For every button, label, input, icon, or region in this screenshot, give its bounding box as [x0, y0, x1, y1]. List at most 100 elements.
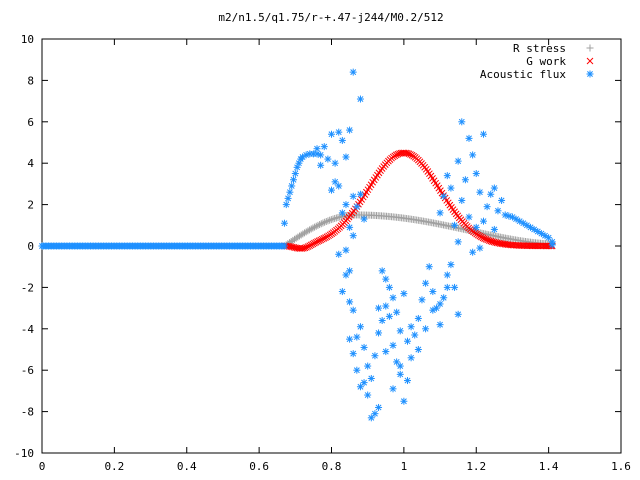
acoustic-flux-point [352, 366, 361, 375]
acoustic-flux-point [389, 384, 398, 393]
acoustic-flux-point [493, 206, 502, 215]
acoustic-flux-point [331, 159, 340, 168]
acoustic-flux-point [381, 302, 390, 311]
acoustic-flux-point [483, 202, 492, 211]
acoustic-flux-point [479, 217, 488, 226]
acoustic-flux-point [417, 295, 426, 304]
acoustic-flux-point [374, 403, 383, 412]
x-tick-label: 1.6 [611, 460, 631, 473]
acoustic-flux-point [399, 397, 408, 406]
acoustic-flux-point [472, 169, 481, 178]
acoustic-flux-point [396, 362, 405, 371]
acoustic-flux-point [414, 345, 423, 354]
acoustic-flux-point [349, 306, 358, 315]
acoustic-flux-point [392, 308, 401, 317]
acoustic-flux-point [490, 184, 499, 193]
y-tick-label: 10 [21, 33, 34, 46]
acoustic-flux-point [280, 219, 289, 228]
acoustic-flux-point [374, 304, 383, 313]
acoustic-flux-point [334, 181, 343, 190]
acoustic-flux-point [341, 152, 350, 161]
y-tick-label: -2 [21, 281, 34, 294]
acoustic-flux-point [548, 240, 557, 249]
chart-title: m2/n1.5/q1.75/r-+.47-j244/M0.2/512 [218, 11, 443, 24]
acoustic-flux-point [287, 181, 296, 190]
acoustic-flux-point [381, 347, 390, 356]
acoustic-flux-point [356, 190, 365, 199]
acoustic-flux-point [389, 341, 398, 350]
acoustic-flux-point [475, 188, 484, 197]
acoustic-flux-point [349, 192, 358, 201]
acoustic-flux-point [468, 150, 477, 159]
acoustic-flux-point [479, 130, 488, 139]
acoustic-flux-point [443, 270, 452, 279]
acoustic-flux-point [421, 279, 430, 288]
acoustic-flux-point [490, 225, 499, 234]
acoustic-flux-point [327, 130, 336, 139]
acoustic-flux-point [443, 283, 452, 292]
acoustic-flux-point [363, 391, 372, 400]
acoustic-flux-point [450, 283, 459, 292]
acoustic-flux-point [436, 320, 445, 329]
acoustic-flux-point [378, 316, 387, 325]
acoustic-flux-point [385, 312, 394, 321]
acoustic-flux-point [345, 297, 354, 306]
x-tick-label: 1.2 [466, 460, 486, 473]
y-tick-label: -8 [21, 406, 34, 419]
acoustic-flux-point [280, 242, 289, 250]
acoustic-flux-point [454, 237, 463, 246]
acoustic-flux-point [374, 328, 383, 337]
acoustic-flux-point [349, 68, 358, 77]
acoustic-flux-point [428, 287, 437, 296]
acoustic-flux-point [414, 314, 423, 323]
y-tick-label: -4 [21, 323, 35, 336]
acoustic-flux-point [334, 250, 343, 259]
y-tick-label: -10 [14, 447, 34, 460]
acoustic-flux-point [457, 117, 466, 126]
legend-marker [586, 57, 594, 65]
acoustic-flux-point [439, 192, 448, 201]
axis-tick-labels: 0 0.2 0.4 0.6 0.8 1 1.2 1.4 1.6 -10 -8 -6 -4 -2 0 2 4 6 8 1… [14, 33, 631, 473]
acoustic-flux-point [316, 161, 325, 170]
acoustic-flux-point [360, 215, 369, 224]
acoustic-flux-point [439, 293, 448, 302]
x-tick-label: 0.4 [177, 460, 197, 473]
y-tick-label: 2 [27, 199, 34, 212]
acoustic-flux-point [461, 175, 470, 184]
acoustic-flux-point [385, 283, 394, 292]
axis-ticks [41, 38, 622, 454]
legend-marker [586, 44, 594, 52]
acoustic-flux-point [334, 128, 343, 137]
acoustic-flux-point [403, 376, 412, 385]
acoustic-flux-point [345, 223, 354, 232]
x-tick-label: 1 [401, 460, 408, 473]
acoustic-flux-point [352, 333, 361, 342]
acoustic-flux-point [316, 150, 325, 159]
x-tick-label: 1.4 [539, 460, 559, 473]
acoustic-flux-point [338, 136, 347, 145]
acoustic-flux-point [421, 324, 430, 333]
acoustic-flux-point [338, 287, 347, 296]
acoustic-flux-point [436, 208, 445, 217]
acoustic-flux-point [356, 95, 365, 104]
acoustic-flux-point [389, 293, 398, 302]
acoustic-flux-point [356, 322, 365, 331]
acoustic-flux-point [345, 335, 354, 344]
legend-marker [586, 70, 594, 78]
r-stress-point [330, 214, 339, 223]
acoustic-flux-point [454, 310, 463, 319]
acoustic-flux-point [450, 221, 459, 230]
x-tick-label: 0.2 [104, 460, 124, 473]
acoustic-flux-point [289, 175, 298, 184]
acoustic-flux-point [407, 353, 416, 362]
y-tick-label: 0 [27, 240, 34, 253]
y-tick-label: 8 [27, 74, 34, 87]
acoustic-flux-point [341, 270, 350, 279]
acoustic-flux-point [349, 231, 358, 240]
acoustic-flux-point [345, 126, 354, 135]
acoustic-flux-point [285, 188, 294, 197]
legend-label: G work [526, 55, 566, 68]
y-tick-label: 4 [27, 157, 34, 170]
acoustic-flux-point [363, 362, 372, 371]
